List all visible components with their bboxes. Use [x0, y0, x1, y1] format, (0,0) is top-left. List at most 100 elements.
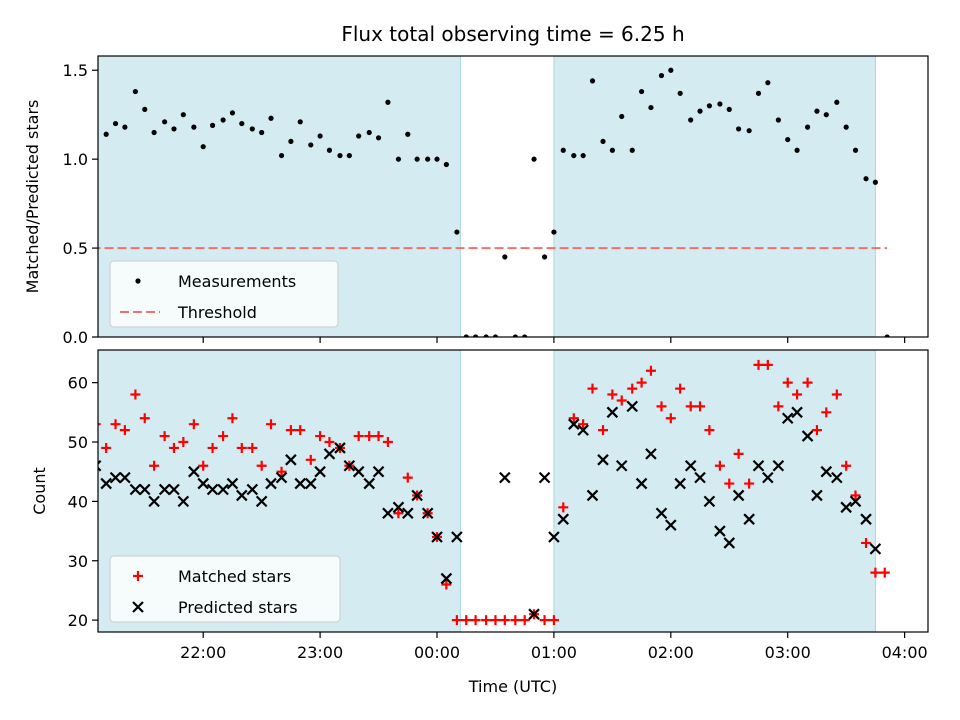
data-point [305, 454, 316, 465]
data-point [149, 460, 160, 471]
legend-label: Predicted stars [178, 598, 298, 617]
data-point [285, 425, 296, 436]
x-tick-label: 04:00 [882, 643, 928, 662]
data-point [294, 477, 307, 490]
data-point [773, 401, 784, 412]
data-point [792, 389, 803, 400]
data-point [870, 567, 881, 578]
data-point [434, 156, 440, 162]
data-point [510, 615, 521, 626]
data-point [278, 152, 285, 159]
data-point [229, 110, 236, 116]
legend-box [109, 555, 341, 623]
data-point [103, 131, 109, 137]
data-point [782, 377, 793, 388]
x-tick-label: 00:00 [414, 643, 460, 662]
legend-box [109, 260, 339, 328]
data-point [119, 471, 131, 484]
data-point [704, 425, 715, 436]
data-point [158, 483, 171, 496]
data-point [334, 442, 346, 454]
data-point [636, 377, 647, 388]
data-point [247, 442, 258, 453]
ratio-panel: 0.0 0.5 1.0 1.5 Matched/Predicted stars Measu… [23, 55, 929, 347]
data-point [393, 508, 404, 519]
data-point [168, 483, 180, 496]
data-point [451, 531, 463, 543]
data-point [571, 152, 577, 159]
data-point [343, 459, 356, 472]
data-point [52, 532, 62, 542]
data-point [297, 119, 303, 125]
data-point [850, 490, 861, 501]
data-point [512, 334, 518, 337]
data-point [665, 413, 676, 424]
data-point [519, 615, 530, 626]
data-point [72, 467, 82, 477]
data-point [568, 418, 580, 430]
data-point [151, 129, 157, 136]
data-point [162, 119, 168, 125]
legend-marker [132, 601, 144, 613]
data-point [119, 425, 130, 436]
data-point [723, 537, 736, 549]
data-point [57, 183, 62, 188]
data-point [606, 406, 619, 419]
data-point [492, 334, 499, 337]
data-point [831, 471, 843, 484]
data-point [840, 501, 852, 514]
data-point [266, 419, 277, 430]
data-point [658, 72, 665, 79]
y-tick-label: 0.5 [63, 239, 88, 258]
data-point [100, 477, 112, 490]
data-point [811, 425, 822, 436]
data-point [308, 142, 314, 148]
x-tick-label: 03:00 [765, 643, 811, 662]
data-point [159, 431, 170, 442]
data-point [744, 478, 755, 489]
data-point [405, 131, 411, 137]
data-point [483, 334, 489, 337]
data-point [139, 413, 150, 424]
data-point [804, 124, 811, 130]
data-point [861, 537, 872, 548]
data-point [587, 383, 598, 394]
data-point [714, 525, 726, 537]
data-point [443, 161, 449, 168]
data-point [142, 106, 148, 112]
data-point [755, 90, 762, 96]
y-tick-label: 1.0 [63, 150, 88, 169]
data-point [879, 567, 890, 578]
data-point [714, 460, 725, 471]
data-point [834, 99, 840, 105]
data-point [629, 147, 635, 153]
data-point [656, 401, 667, 412]
data-point [363, 477, 375, 490]
data-point [589, 78, 596, 84]
legend-marker [133, 571, 143, 581]
data-point [811, 489, 823, 502]
data-point [317, 133, 323, 139]
data-point [598, 425, 609, 436]
series-measurements [57, 67, 890, 337]
data-point [109, 471, 122, 484]
data-point [314, 465, 326, 478]
data-point [218, 431, 229, 442]
data-point [470, 615, 481, 626]
data-point [375, 135, 382, 141]
data-point [607, 389, 618, 400]
data-point [236, 442, 247, 453]
data-point [635, 477, 648, 490]
data-point [703, 495, 716, 508]
legend: Matched stars Predicted stars [109, 555, 341, 623]
data-point [372, 465, 385, 478]
data-point [655, 507, 668, 520]
data-point [366, 129, 372, 136]
data-point [548, 531, 560, 543]
data-point [697, 108, 703, 114]
x-tick-label: 22:00 [180, 643, 226, 662]
data-point [98, 423, 101, 426]
legend: Measurements Threshold [109, 260, 339, 328]
data-point [395, 156, 402, 162]
data-point [43, 556, 53, 566]
